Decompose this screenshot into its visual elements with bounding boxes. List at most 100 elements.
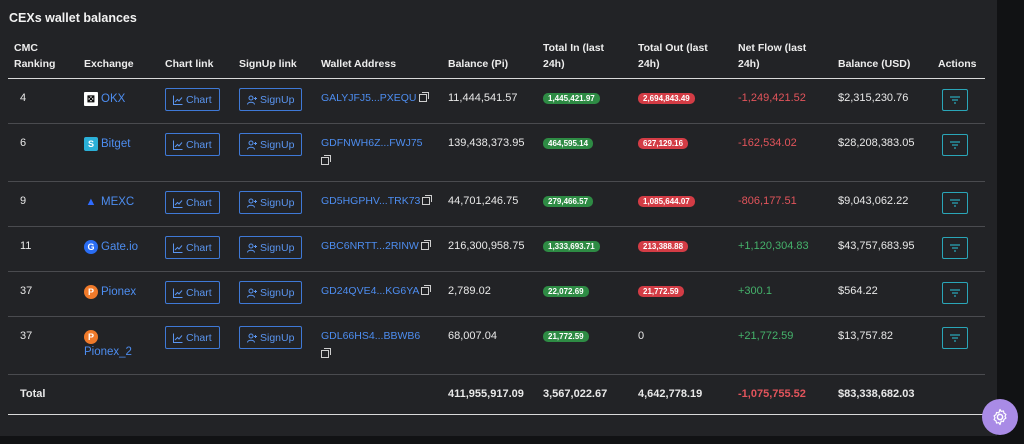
exchange-link-gate[interactable]: G Gate.io [84,240,155,254]
chart-button-label: Chart [186,241,212,254]
table-header-row: CMC Ranking Exchange Chart link SignUp l… [8,40,985,79]
filter-icon [950,141,960,149]
wallet-address-link[interactable]: GBC6NRTT...2RINW [321,240,419,252]
balance-usd-cell: $43,757,683.95 [832,226,932,272]
chart-button[interactable]: Chart [165,133,220,156]
balance-pi-cell: 216,300,958.75 [442,226,537,272]
filter-action-button[interactable] [942,327,968,349]
chart-cell: Chart [159,78,233,124]
user-plus-icon [247,243,257,253]
wallet-address-link[interactable]: GALYJFJ5...PXEQU [321,92,417,104]
filter-action-button[interactable] [942,89,968,111]
total-in-badge: 1,445,421.97 [543,93,600,104]
chart-line-icon [173,140,183,150]
exchange-name: MEXC [101,196,135,208]
filter-icon [950,199,960,207]
exchange-cell: P Pionex_2 [78,316,159,375]
header-balance-usd: Balance (USD) [832,40,932,79]
chart-button[interactable]: Chart [165,326,220,349]
actions-cell [932,226,985,272]
copy-icon[interactable] [418,92,429,102]
total-label: Total [8,374,78,415]
exchange-link-bitget[interactable]: S Bitget [84,137,155,151]
signup-cell: SignUp [233,123,315,182]
actions-cell [932,123,985,182]
chart-line-icon [173,243,183,253]
chart-button[interactable]: Chart [165,236,220,259]
total-out-cell: 1,085,644.07 [632,181,732,227]
filter-icon [950,334,960,342]
copy-icon[interactable] [321,348,331,358]
chart-cell: Chart [159,226,233,272]
balances-table: CMC Ranking Exchange Chart link SignUp l… [8,40,985,415]
total-in-badge: 22,072.69 [543,286,589,297]
signup-button[interactable]: SignUp [239,281,303,304]
wallet-cell: GDFNWH6Z...FWJ75 [315,123,442,182]
gear-icon [993,408,1007,426]
chart-button[interactable]: Chart [165,88,220,111]
total-out-cell: 21,772.59 [632,271,732,317]
exchange-name: Bitget [101,138,131,150]
filter-action-button[interactable] [942,237,968,259]
balance-usd-cell: $13,757.82 [832,316,932,375]
signup-cell: SignUp [233,78,315,124]
copy-icon[interactable] [421,285,432,295]
wallet-address-link[interactable]: GDFNWH6Z...FWJ75 [321,137,423,149]
bitget-logo-icon: S [84,137,98,151]
chart-button-label: Chart [186,196,212,209]
exchange-link-okx[interactable]: ⊠ OKX [84,92,155,106]
wallet-address-link[interactable]: GD5HGPHV...TRK73 [321,195,421,207]
copy-icon[interactable] [321,155,331,165]
signup-button[interactable]: SignUp [239,133,303,156]
chart-button[interactable]: Chart [165,281,220,304]
signup-button[interactable]: SignUp [239,236,303,259]
signup-cell: SignUp [233,271,315,317]
header-actions: Actions [932,40,985,79]
settings-button[interactable] [982,399,1018,435]
header-balance-pi: Balance (Pi) [442,40,537,79]
signup-button[interactable]: SignUp [239,326,303,349]
total-in-badge: 464,595.14 [543,138,594,149]
copy-icon[interactable] [420,240,431,250]
signup-button-label: SignUp [260,138,295,151]
wallet-address-link[interactable]: GDL66HS4...BBWB6 [321,330,421,342]
exchange-cell: G Gate.io [78,226,159,272]
rank-cell: 37 [8,316,78,375]
chart-line-icon [173,95,183,105]
chart-button[interactable]: Chart [165,191,220,214]
total-in: 3,567,022.67 [537,374,632,415]
total-row: Total 411,955,917.09 3,567,022.67 4,642,… [8,374,985,415]
total-out-cell: 2,694,843.49 [632,78,732,124]
chart-cell: Chart [159,316,233,375]
total-out-cell: 627,129.16 [632,123,732,182]
filter-action-button[interactable] [942,282,968,304]
user-plus-icon [247,95,257,105]
header-wallet-address: Wallet Address [315,40,442,79]
rank-cell: 11 [8,226,78,272]
balance-pi-cell: 2,789.02 [442,271,537,317]
total-in-cell: 22,072.69 [537,271,632,317]
exchange-link-pionex[interactable]: P Pionex [84,285,155,299]
total-out-badge: 627,129.16 [638,138,689,149]
total-in-cell: 21,772.59 [537,316,632,375]
chart-button-label: Chart [186,286,212,299]
total-out-badge: 21,772.59 [638,286,684,297]
wallet-cell: GD24QVE4...KG6YA [315,271,442,317]
copy-icon[interactable] [422,195,433,205]
signup-button[interactable]: SignUp [239,191,303,214]
balance-usd-cell: $28,208,383.05 [832,123,932,182]
total-out: 4,642,778.19 [632,374,732,415]
exchange-link-mexc[interactable]: ▲ MEXC [84,195,155,209]
actions-cell [932,271,985,317]
net-flow-cell: +300.1 [732,271,832,317]
exchange-link-pionex-2[interactable]: P Pionex_2 [84,330,155,358]
actions-cell [932,316,985,375]
pionex-logo-icon: P [84,330,98,344]
wallet-address-link[interactable]: GD24QVE4...KG6YA [321,285,420,297]
filter-action-button[interactable] [942,192,968,214]
chart-line-icon [173,198,183,208]
signup-button[interactable]: SignUp [239,88,303,111]
filter-action-button[interactable] [942,134,968,156]
balance-pi-cell: 44,701,246.75 [442,181,537,227]
chart-cell: Chart [159,271,233,317]
